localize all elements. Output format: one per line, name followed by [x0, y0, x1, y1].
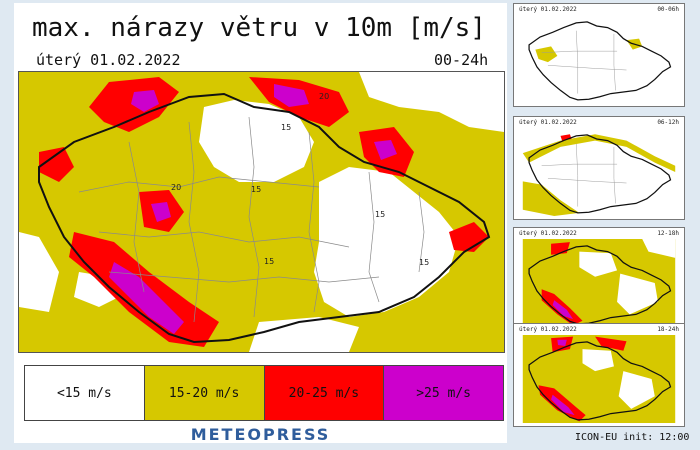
isoline-label: 20: [171, 183, 181, 192]
thumbnail-map-graphic: [522, 239, 676, 327]
legend-label: 20-25 m/s: [288, 385, 360, 401]
isoline-label: 15: [251, 185, 261, 194]
magenta-region-north-west: [131, 90, 159, 112]
thumbnail-map-graphic: [522, 335, 676, 423]
magenta-region-north: [274, 84, 309, 107]
thumbnail-period: 18-24h: [657, 326, 679, 333]
white-region-east: [314, 167, 459, 317]
main-map-panel: max. nárazy větru v 10m [m/s] úterý 01.0…: [14, 3, 507, 444]
isoline-label: 15: [375, 210, 385, 219]
isoline-label: 15: [281, 123, 291, 132]
thumbnail-period: 00-06h: [657, 6, 679, 13]
map-title: max. nárazy větru v 10m [m/s]: [32, 13, 486, 43]
magenta-region-center: [151, 202, 171, 222]
white-region-center: [199, 100, 314, 182]
isoline-label: 15: [419, 258, 429, 267]
thumbnail-map-18-24[interactable]: úterý 01.02.2022 18-24h: [513, 323, 685, 427]
thumbnail-map-00-06[interactable]: úterý 01.02.2022 00-06h: [513, 3, 685, 107]
legend-item-below-15: <15 m/s: [25, 366, 145, 420]
district-lines: [78, 116, 425, 323]
thumbnail-date: úterý 01.02.2022: [519, 6, 577, 13]
thumbnail-date: úterý 01.02.2022: [519, 230, 577, 237]
magenta-region-south-west: [109, 262, 184, 334]
thumbnail-period: 06-12h: [657, 119, 679, 126]
czech-border: [38, 92, 491, 344]
wind-gust-map: 20 15 20 15 15 15 15: [18, 71, 505, 353]
white-region-bottom: [249, 317, 359, 352]
thumbnail-map-graphic: [522, 15, 676, 103]
thumbnail-map-06-12[interactable]: úterý 01.02.2022 06-12h: [513, 116, 685, 220]
isoline-label: 20: [319, 92, 329, 101]
thumbnail-date: úterý 01.02.2022: [519, 119, 577, 126]
thumbnail-period: 12-18h: [657, 230, 679, 237]
brand-logo: METEOPRESS: [190, 425, 331, 444]
model-init-info: ICON-EU init: 12:00: [575, 432, 690, 443]
thumbnail-date: úterý 01.02.2022: [519, 326, 577, 333]
map-period: 00-24h: [434, 51, 489, 69]
legend-item-15-20: 15-20 m/s: [144, 366, 265, 420]
white-region-bottom-left: [19, 232, 59, 312]
isoline-label: 15: [264, 257, 274, 266]
legend-label: 15-20 m/s: [168, 385, 240, 401]
legend-item-20-25: 20-25 m/s: [264, 366, 385, 420]
magenta-region-north-east: [374, 140, 397, 160]
thumbnail-map-12-18[interactable]: úterý 01.02.2022 12-18h: [513, 227, 685, 331]
red-region-east: [449, 222, 489, 252]
legend-item-above-25: >25 m/s: [384, 366, 503, 420]
legend-label: >25 m/s: [416, 385, 472, 401]
map-date: úterý 01.02.2022: [36, 51, 181, 69]
red-region-west: [39, 147, 74, 182]
thumbnail-map-graphic: [522, 128, 676, 216]
white-region-top-right: [359, 72, 504, 132]
wind-legend: <15 m/s 15-20 m/s 20-25 m/s >25 m/s: [24, 365, 504, 421]
legend-label: <15 m/s: [56, 385, 112, 401]
